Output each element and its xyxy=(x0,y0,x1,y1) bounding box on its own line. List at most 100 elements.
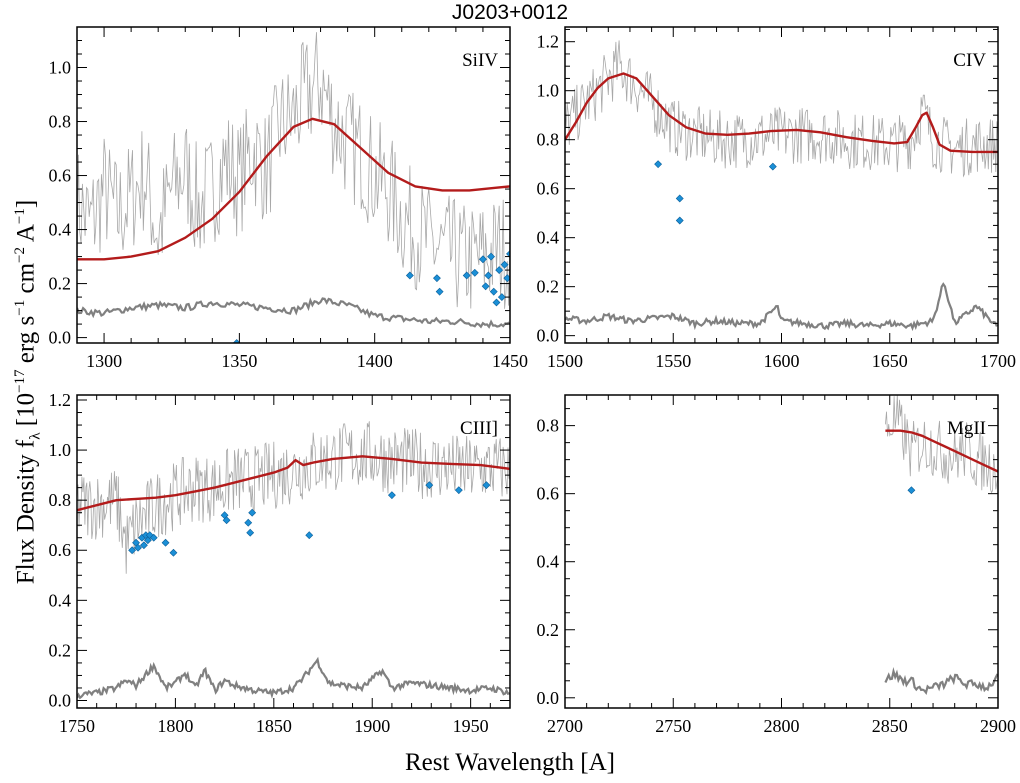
masked-point xyxy=(405,271,414,280)
masked-point xyxy=(907,486,916,495)
x-tick-label: 1450 xyxy=(492,351,528,371)
masked-point xyxy=(500,260,509,269)
x-tick-label: 1600 xyxy=(764,351,800,371)
emission-line-label: SiIV xyxy=(462,50,498,71)
y-tick-label: 0.2 xyxy=(537,277,560,297)
masked-point xyxy=(470,268,479,277)
masked-point xyxy=(506,249,510,258)
panel-civ: 1500 1550 1600 1650 1700 0.0 0.2 0.4 0.6 0.8 1.0 1.… xyxy=(537,26,1016,371)
masked-point xyxy=(433,274,441,283)
masked-point xyxy=(169,548,178,557)
y-tick-label: 0.2 xyxy=(49,274,72,294)
emission-line-label: CIV xyxy=(953,50,986,71)
spectrum-line xyxy=(565,40,998,178)
emission-line-label: MgII xyxy=(947,418,986,439)
panel-frame xyxy=(76,394,511,709)
y-tick-label: 0.6 xyxy=(537,179,560,199)
x-tick-label: 1650 xyxy=(872,351,908,371)
x-tick-label: 2850 xyxy=(872,716,908,736)
masked-point xyxy=(244,518,253,527)
y-tick-label: 0.8 xyxy=(537,130,560,150)
y-tick-label: 0.0 xyxy=(49,328,72,348)
error-line xyxy=(565,282,998,332)
masked-point xyxy=(246,528,255,537)
masked-point xyxy=(768,162,777,171)
masked-point xyxy=(454,486,463,495)
x-tick-label: 1300 xyxy=(86,351,122,371)
x-tick-label: 1350 xyxy=(221,351,257,371)
y-tick-label: 1.0 xyxy=(49,58,72,78)
x-tick-label: 1750 xyxy=(59,716,95,736)
masked-point xyxy=(139,541,148,550)
masked-point xyxy=(479,255,487,264)
masked-point xyxy=(481,282,490,291)
spectrum-line xyxy=(77,421,510,574)
y-tick-label: 0.6 xyxy=(537,484,560,504)
y-tick-label: 0.8 xyxy=(49,490,72,510)
x-tick-label: 1400 xyxy=(357,351,393,371)
error-line xyxy=(77,656,510,700)
masked-point xyxy=(161,538,170,547)
y-tick-label: 1.2 xyxy=(49,390,72,410)
x-tick-label: 1550 xyxy=(655,351,691,371)
y-tick-label: 0.0 xyxy=(537,688,560,708)
masked-point xyxy=(305,531,314,540)
error-line xyxy=(77,297,510,329)
y-tick-label: 0.4 xyxy=(49,220,72,240)
masked-point xyxy=(489,287,498,296)
panel-plot-group xyxy=(77,421,510,700)
masked-point xyxy=(425,481,434,490)
masked-point xyxy=(675,194,684,203)
panel-frame xyxy=(564,26,999,344)
x-tick-label: 2700 xyxy=(547,716,583,736)
y-tick-label: 0.6 xyxy=(49,166,72,186)
y-axis-label: Flux Density fλ [10−17 erg s−1 cm−2 A−1] xyxy=(12,199,44,585)
error-line xyxy=(884,667,998,695)
panel-plot-group xyxy=(884,395,998,695)
y-tick-label: 0.2 xyxy=(49,640,72,660)
masked-point xyxy=(149,533,158,542)
spectrum-line xyxy=(885,395,998,494)
y-tick-label: 0.4 xyxy=(537,552,560,572)
panel-plot-group xyxy=(565,40,998,332)
y-tick-label: 1.2 xyxy=(537,32,560,52)
x-tick-label: 1950 xyxy=(453,716,489,736)
y-tick-label: 1.0 xyxy=(49,440,72,460)
masked-point xyxy=(222,516,231,525)
masked-point xyxy=(484,271,493,280)
spectrum-line xyxy=(77,32,510,309)
masked-point xyxy=(495,266,504,275)
x-axis-label: Rest Wavelength [A] xyxy=(405,749,615,776)
panel-mgii: 2700 2750 2800 2850 2900 0.0 0.2 0.4 0.6 0.8 MgII xyxy=(537,394,1016,736)
x-tick-label: 2900 xyxy=(980,716,1016,736)
y-tick-label: 0.0 xyxy=(537,326,560,346)
y-tick-label: 0.2 xyxy=(537,620,560,640)
x-tick-label: 1850 xyxy=(256,716,292,736)
masked-point xyxy=(462,271,471,280)
x-tick-label: 1900 xyxy=(354,716,390,736)
emission-line-label: CIII] xyxy=(460,418,498,439)
model-line xyxy=(77,455,510,512)
panel-plot-group xyxy=(77,32,510,343)
panel-siiv: 1300 1350 1400 1450 0.0 0.2 0.4 0.6 0.8 1.0 SiIV xyxy=(49,26,528,371)
model-line xyxy=(77,117,510,261)
masked-point xyxy=(497,293,506,302)
y-tick-label: 0.4 xyxy=(537,228,560,248)
masked-point xyxy=(487,252,495,261)
y-tick-label: 1.0 xyxy=(537,81,560,101)
y-tick-label: 0.6 xyxy=(49,540,72,560)
masked-point xyxy=(675,216,684,225)
x-tick-label: 1700 xyxy=(980,351,1016,371)
panel-ciii: 1750 1800 1850 1900 1950 0.0 0.2 0.4 0.6 0.8 1.0 1.… xyxy=(49,390,511,736)
masked-point xyxy=(134,543,142,552)
y-tick-label: 0.0 xyxy=(49,690,72,710)
masked-point xyxy=(435,287,444,296)
x-tick-label: 1800 xyxy=(157,716,193,736)
masked-point xyxy=(482,481,491,490)
masked-point xyxy=(128,546,137,555)
y-tick-label: 0.4 xyxy=(49,590,72,610)
y-tick-label: 0.8 xyxy=(537,416,560,436)
panel-frame xyxy=(76,26,511,344)
